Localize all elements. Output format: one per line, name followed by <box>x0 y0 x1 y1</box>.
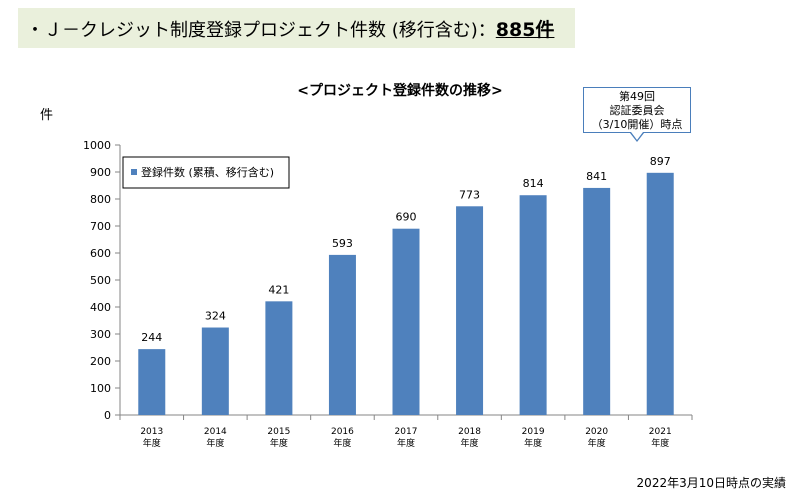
data-label: 773 <box>459 188 480 201</box>
data-label: 897 <box>650 155 671 168</box>
x-tick-label: 2021 年度 <box>649 427 672 449</box>
data-label: 324 <box>205 310 226 323</box>
legend-box <box>122 156 290 189</box>
x-tick-label: 2020 年度 <box>585 427 608 449</box>
y-tick-label: 200 <box>90 355 111 368</box>
x-tick-label: 2016 年度 <box>331 427 354 449</box>
bar <box>138 349 166 415</box>
annotation-line-3: （3/10開催）時点 <box>591 118 683 131</box>
header-title: ・Ｊ－クレジット制度登録プロジェクト件数 (移行含む)：885件 <box>18 15 554 42</box>
header-label: ・Ｊ－クレジット制度登録プロジェクト件数 (移行含む)： <box>26 19 496 41</box>
x-tick-label: 2015 年度 <box>267 427 290 449</box>
y-tick-label: 400 <box>90 301 111 314</box>
data-label: 841 <box>586 170 607 183</box>
y-tick-label: 900 <box>90 166 111 179</box>
header-banner: ・Ｊ－クレジット制度登録プロジェクト件数 (移行含む)：885件 <box>18 8 575 48</box>
header-count: 885件 <box>495 18 555 41</box>
annotation-line-1: 第49回 <box>619 90 655 103</box>
bar <box>392 228 420 415</box>
chart-title: <プロジェクト登録件数の推移> <box>297 83 503 99</box>
x-tick-label: 2014 年度 <box>204 427 227 449</box>
data-label: 421 <box>268 283 289 296</box>
legend-swatch <box>131 169 137 175</box>
y-tick-label: 600 <box>90 247 111 260</box>
bar <box>583 187 611 415</box>
y-tick-label: 500 <box>90 274 111 287</box>
y-tick-label: 0 <box>104 409 111 422</box>
y-axis-unit-label: 件 <box>40 108 54 123</box>
x-tick-label: 2018 年度 <box>458 427 481 449</box>
x-tick-label: 2013 年度 <box>140 427 163 449</box>
bar <box>328 254 356 415</box>
x-tick-label: 2019 年度 <box>522 427 545 449</box>
y-tick-label: 800 <box>90 193 111 206</box>
y-tick-label: 100 <box>90 382 111 395</box>
data-label: 814 <box>523 177 544 190</box>
annotation-line-2: 認証委員会 <box>609 104 665 117</box>
bar <box>646 172 674 415</box>
data-label: 244 <box>141 331 162 344</box>
footnote: 2022年3月10日時点の実績 <box>636 476 786 490</box>
y-tick-label: 700 <box>90 220 111 233</box>
y-tick-label: 300 <box>90 328 111 341</box>
x-tick-label: 2017 年度 <box>395 427 418 449</box>
annotation-callout-tail-fill <box>631 132 643 140</box>
data-label: 690 <box>396 211 417 224</box>
data-label: 593 <box>332 237 353 250</box>
y-tick-label: 1000 <box>83 139 111 152</box>
bar <box>519 195 547 415</box>
bar <box>265 301 293 415</box>
bar <box>456 206 484 415</box>
bar <box>201 327 229 415</box>
legend-label: 登録件数 (累積、移行含む) <box>141 165 274 179</box>
